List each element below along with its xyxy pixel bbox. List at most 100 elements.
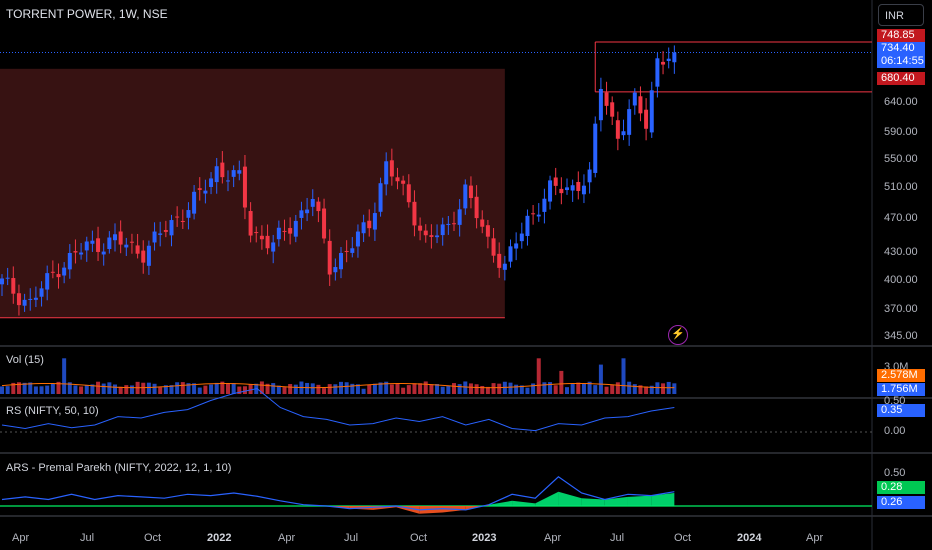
volume-bar — [107, 382, 112, 394]
candle-body — [576, 181, 581, 191]
x-tick: Jul — [80, 532, 95, 544]
candle-body — [129, 241, 134, 243]
candle-body — [135, 245, 140, 254]
candle-body — [525, 215, 530, 236]
volume-bar — [536, 358, 541, 394]
volume-bar — [56, 381, 61, 394]
price-tick: 345.00 — [884, 330, 918, 342]
x-tick: Jul — [344, 532, 359, 544]
volume-bar — [435, 384, 440, 394]
volume-bar — [129, 385, 134, 394]
volume-bar — [180, 382, 185, 394]
volume-bar — [197, 387, 202, 394]
volume-bar — [457, 384, 462, 394]
candle-body — [90, 240, 95, 244]
x-tick: Apr — [806, 532, 824, 544]
candle-body — [146, 245, 151, 266]
rs-tag: 0.35 — [877, 404, 925, 417]
volume-bar — [446, 385, 451, 394]
ars-area — [512, 500, 536, 506]
candle-body — [84, 241, 89, 251]
candle-body — [638, 96, 643, 114]
price-tick: 400.00 — [884, 274, 918, 286]
volume-bar — [485, 386, 490, 394]
volume-bar — [452, 383, 456, 394]
price-tick: 510.00 — [884, 181, 918, 193]
volume-bar — [16, 382, 21, 394]
candle-body — [598, 88, 603, 121]
volume-bar — [644, 386, 649, 394]
candle-body — [565, 187, 569, 191]
rs-zero-tick: 0.00 — [884, 425, 906, 437]
volume-bar — [158, 387, 163, 394]
candle-body — [152, 231, 157, 243]
candle-body — [231, 170, 236, 177]
high-price-tag: 748.85 — [877, 29, 925, 42]
candle-body — [248, 211, 253, 236]
volume-bar — [372, 383, 377, 394]
candle-body — [141, 250, 146, 263]
volume-bar — [468, 383, 473, 394]
volume-bar — [186, 383, 191, 394]
volume-bar — [474, 384, 479, 394]
volume-bar — [5, 386, 10, 394]
candle-body — [514, 243, 519, 249]
volume-bar — [28, 382, 33, 394]
candle-body — [423, 230, 428, 236]
candle-body — [491, 238, 496, 256]
candle-body — [621, 131, 626, 136]
ars-area — [535, 491, 559, 506]
volume-bar — [610, 384, 615, 394]
candle-body — [480, 219, 485, 227]
candle-body — [468, 185, 473, 199]
candle-body — [502, 263, 507, 270]
countdown-tag: 06:14:55 — [877, 55, 925, 68]
volume-bar — [327, 384, 332, 394]
volume-ma-line — [1, 382, 675, 389]
candle-body — [197, 188, 202, 190]
volume-bar — [67, 382, 72, 394]
currency-selector[interactable]: INR — [878, 4, 924, 26]
lightning-icon[interactable]: ⚡ — [668, 325, 688, 345]
ars-area — [558, 491, 582, 506]
x-tick: Oct — [410, 532, 428, 544]
volume-bar — [542, 382, 547, 394]
volume-bar — [271, 383, 276, 394]
candle-body — [22, 299, 27, 306]
volume-bar — [265, 383, 270, 394]
x-tick: Jul — [610, 532, 625, 544]
volume-bar — [226, 383, 230, 394]
x-tick: 2023 — [472, 532, 497, 544]
candle-body — [16, 293, 21, 306]
candle-body — [242, 166, 247, 208]
ars-area — [488, 500, 513, 506]
volume-bar — [440, 386, 445, 394]
candle-body — [350, 248, 355, 253]
low-price-tag: 680.40 — [877, 72, 925, 85]
candle-body — [163, 230, 168, 232]
candle-body — [412, 201, 417, 226]
ars-line — [1, 475, 675, 511]
volume-bar — [514, 384, 519, 394]
candle-body — [519, 233, 524, 242]
candle-body — [418, 225, 423, 231]
volume-bar — [361, 388, 366, 394]
volume-bar — [96, 381, 101, 394]
volume-bar — [214, 382, 219, 394]
volume-bar — [305, 382, 310, 394]
candle-body — [214, 166, 219, 183]
volume-bar — [310, 383, 315, 394]
volume-bar — [632, 384, 637, 394]
volume-bar — [175, 382, 180, 394]
volume-bar — [559, 370, 564, 394]
volume-bar — [350, 383, 355, 394]
volume-pane-label: Vol (15) — [6, 354, 44, 366]
candle-body — [316, 201, 321, 212]
volume-bar — [163, 385, 168, 394]
candle-body — [570, 185, 575, 191]
candle-body — [5, 277, 10, 279]
candle-body — [276, 227, 281, 240]
candle-body — [259, 235, 264, 240]
x-tick: Oct — [144, 532, 162, 544]
